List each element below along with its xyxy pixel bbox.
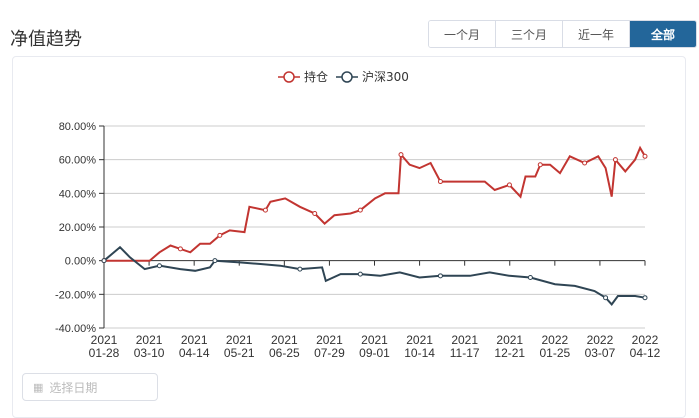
data-point [603,295,609,301]
x-tick-label: 11-17 [450,346,480,360]
range-3-months-button[interactable]: 三个月 [496,21,563,47]
y-tick-label: 0.00% [65,256,96,268]
data-point [177,246,183,252]
x-tick-label: 2021 [181,333,208,347]
x-tick-label: 2022 [541,333,568,347]
x-tick-label: 2021 [316,333,343,347]
data-point [212,258,218,264]
data-point [437,273,443,279]
range-all-button[interactable]: 全部 [630,21,696,47]
data-point [398,152,404,158]
y-tick-label: 40.00% [59,188,97,200]
legend-label: 沪深300 [362,70,409,84]
y-tick-label: -40.00% [55,323,96,335]
data-point [357,207,363,213]
data-point [312,211,318,217]
x-tick-label: 2022 [587,333,614,347]
calendar-icon: ▦ [33,380,44,394]
y-tick-label: 20.00% [59,222,97,234]
legend-label: 持仓 [304,70,329,84]
x-tick-label: 2021 [361,333,388,347]
data-point [612,157,618,163]
line-chart: 80.00% 60.00% 40.00% 20.00% 0.00% -20.00% -40.… [55,121,661,360]
x-tick-label: 03-07 [585,346,616,360]
x-tick-label: 2021 [271,333,298,347]
page-title: 净值趋势 [10,29,82,50]
data-point [437,179,443,185]
data-point [642,153,648,159]
x-tick-label: 10-14 [404,346,435,360]
x-tick-label: 03-10 [134,346,165,360]
range-1-month-button[interactable]: 一个月 [429,21,496,47]
x-tick-label: 2021 [136,333,163,347]
x-tick-label: 04-12 [630,346,661,360]
data-point [262,207,268,213]
y-tick-label: 80.00% [59,121,97,133]
legend-item-holdings[interactable]: 持仓 [278,68,328,85]
data-point [217,232,223,238]
x-tick-label: 01-28 [89,346,120,360]
x-tick-label: 2022 [632,333,659,347]
date-picker[interactable]: ▦ 选择日期 [22,373,158,401]
range-1-year-button[interactable]: 近一年 [563,21,630,47]
data-point [642,295,648,301]
x-tick-label: 2021 [496,333,523,347]
x-tick-label: 05-21 [224,346,255,360]
x-tick-label: 04-14 [179,346,210,360]
x-tick-label: 09-01 [359,346,390,360]
data-point [101,258,107,264]
x-tick-label: 07-29 [314,346,345,360]
legend-item-csi300[interactable]: 沪深300 [336,68,409,85]
x-tick-label: 12-21 [494,346,525,360]
legend-marker-icon [336,70,359,83]
y-tick-label: -20.00% [55,289,96,301]
date-placeholder: 选择日期 [49,380,98,395]
data-point [297,266,303,272]
data-point [506,182,512,188]
x-tick-label: 2021 [91,333,118,347]
legend-marker-icon [278,70,300,83]
data-point [582,160,588,166]
x-tick-label: 2021 [406,333,433,347]
range-selector: 一个月 三个月 近一年 全部 [428,20,697,48]
x-tick-label: 01-25 [539,346,570,360]
data-point [156,263,162,269]
x-tick-label: 06-25 [269,346,300,360]
x-tick-label: 2021 [451,333,478,347]
x-tick-label: 2021 [226,333,253,347]
data-point [537,162,543,168]
data-point [357,271,363,277]
series-line-csi300 [103,245,646,306]
series-line-holdings [104,145,646,262]
data-point [527,275,533,280]
chart-legend: 持仓 沪深300 [278,68,409,85]
y-tick-label: 60.00% [59,155,97,167]
